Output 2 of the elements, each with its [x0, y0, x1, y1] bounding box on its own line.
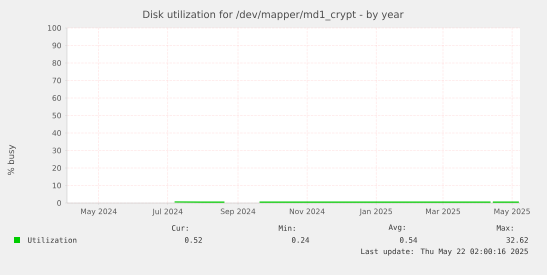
y-axis-title: % busy — [8, 144, 16, 175]
chart-title: Disk utilization for /dev/mapper/md1_crypt - by year — [143, 10, 404, 20]
